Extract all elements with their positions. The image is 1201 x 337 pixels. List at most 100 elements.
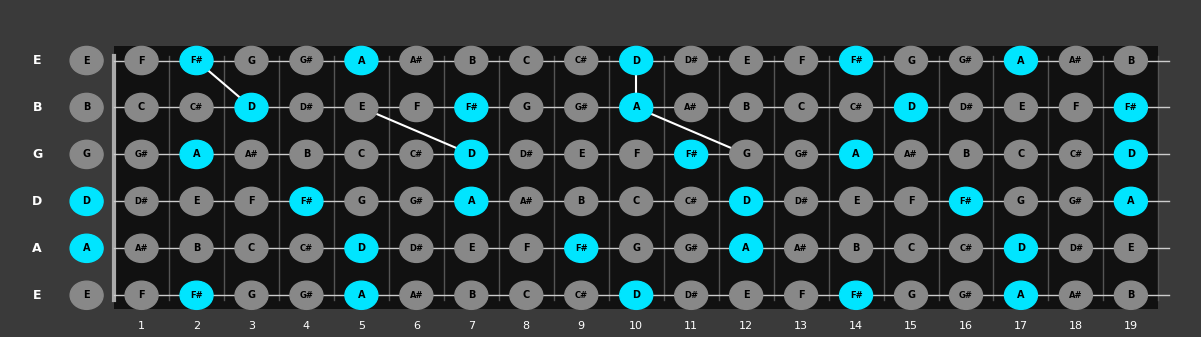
Text: C: C bbox=[797, 102, 805, 113]
Text: D: D bbox=[632, 290, 640, 300]
Circle shape bbox=[620, 281, 652, 309]
Text: A#: A# bbox=[1069, 56, 1082, 65]
Text: D#: D# bbox=[685, 56, 698, 65]
Circle shape bbox=[1004, 93, 1038, 122]
Text: A#: A# bbox=[410, 56, 423, 65]
Text: A: A bbox=[83, 243, 90, 253]
Circle shape bbox=[675, 47, 707, 74]
Text: C#: C# bbox=[575, 291, 587, 300]
Text: 15: 15 bbox=[904, 321, 918, 331]
Circle shape bbox=[1115, 47, 1147, 74]
Text: E: E bbox=[1128, 243, 1134, 253]
Circle shape bbox=[180, 47, 213, 74]
Circle shape bbox=[620, 187, 652, 215]
Text: G#: G# bbox=[410, 197, 423, 206]
Circle shape bbox=[839, 234, 873, 263]
Circle shape bbox=[620, 140, 652, 168]
Circle shape bbox=[289, 140, 323, 168]
Text: G#: G# bbox=[299, 291, 313, 300]
Circle shape bbox=[400, 281, 432, 309]
Text: C#: C# bbox=[410, 150, 423, 159]
Text: C: C bbox=[522, 290, 530, 300]
Text: 13: 13 bbox=[794, 321, 808, 331]
Text: E: E bbox=[83, 290, 90, 300]
Text: D: D bbox=[632, 56, 640, 65]
Text: D#: D# bbox=[958, 103, 973, 112]
Circle shape bbox=[730, 93, 763, 122]
Circle shape bbox=[1059, 234, 1093, 263]
Text: E: E bbox=[1017, 102, 1024, 113]
Text: 18: 18 bbox=[1069, 321, 1083, 331]
Circle shape bbox=[784, 140, 818, 168]
Text: B: B bbox=[83, 102, 90, 113]
Text: B: B bbox=[742, 102, 749, 113]
Circle shape bbox=[509, 281, 543, 309]
Text: A: A bbox=[193, 149, 201, 159]
Text: 9: 9 bbox=[578, 321, 585, 331]
Circle shape bbox=[455, 234, 488, 263]
Circle shape bbox=[675, 187, 707, 215]
Text: E: E bbox=[32, 289, 41, 302]
Text: E: E bbox=[743, 290, 749, 300]
Text: G#: G# bbox=[299, 56, 313, 65]
Text: 16: 16 bbox=[958, 321, 973, 331]
Text: F#: F# bbox=[1124, 103, 1137, 112]
Text: C#: C# bbox=[849, 103, 862, 112]
Text: G#: G# bbox=[685, 244, 698, 253]
Circle shape bbox=[345, 47, 378, 74]
Circle shape bbox=[455, 93, 488, 122]
Circle shape bbox=[1059, 187, 1093, 215]
Circle shape bbox=[1059, 47, 1093, 74]
Circle shape bbox=[400, 47, 432, 74]
Text: A#: A# bbox=[410, 291, 423, 300]
Circle shape bbox=[1004, 140, 1038, 168]
Circle shape bbox=[730, 140, 763, 168]
Text: D: D bbox=[907, 102, 915, 113]
Circle shape bbox=[730, 187, 763, 215]
Text: F#: F# bbox=[190, 56, 203, 65]
Circle shape bbox=[839, 281, 873, 309]
Text: A: A bbox=[358, 56, 365, 65]
Text: F#: F# bbox=[575, 244, 587, 253]
Text: A: A bbox=[853, 149, 860, 159]
Text: 8: 8 bbox=[522, 321, 530, 331]
Circle shape bbox=[730, 47, 763, 74]
Text: G#: G# bbox=[574, 103, 588, 112]
Circle shape bbox=[509, 234, 543, 263]
Text: F#: F# bbox=[190, 291, 203, 300]
Text: F#: F# bbox=[300, 197, 312, 206]
Text: 5: 5 bbox=[358, 321, 365, 331]
Circle shape bbox=[455, 187, 488, 215]
Circle shape bbox=[895, 234, 927, 263]
Circle shape bbox=[784, 93, 818, 122]
Text: G#: G# bbox=[960, 56, 973, 65]
Circle shape bbox=[895, 47, 927, 74]
Text: G: G bbox=[247, 290, 256, 300]
Circle shape bbox=[289, 47, 323, 74]
Circle shape bbox=[1059, 140, 1093, 168]
Circle shape bbox=[70, 47, 103, 74]
Circle shape bbox=[839, 187, 873, 215]
Circle shape bbox=[235, 187, 268, 215]
Circle shape bbox=[675, 281, 707, 309]
Circle shape bbox=[730, 234, 763, 263]
Text: F: F bbox=[413, 102, 419, 113]
Circle shape bbox=[180, 187, 213, 215]
Text: A: A bbox=[358, 290, 365, 300]
Text: D#: D# bbox=[685, 291, 698, 300]
Text: A#: A# bbox=[794, 244, 808, 253]
Text: B: B bbox=[303, 149, 310, 159]
Text: 11: 11 bbox=[685, 321, 698, 331]
Text: E: E bbox=[853, 196, 860, 206]
Text: D#: D# bbox=[794, 197, 808, 206]
Circle shape bbox=[125, 187, 159, 215]
Circle shape bbox=[564, 187, 598, 215]
Text: D#: D# bbox=[1069, 244, 1083, 253]
Circle shape bbox=[1115, 234, 1147, 263]
Circle shape bbox=[675, 93, 707, 122]
Circle shape bbox=[1004, 234, 1038, 263]
Circle shape bbox=[1115, 281, 1147, 309]
Text: A: A bbox=[467, 196, 476, 206]
Circle shape bbox=[950, 187, 982, 215]
Circle shape bbox=[784, 281, 818, 309]
